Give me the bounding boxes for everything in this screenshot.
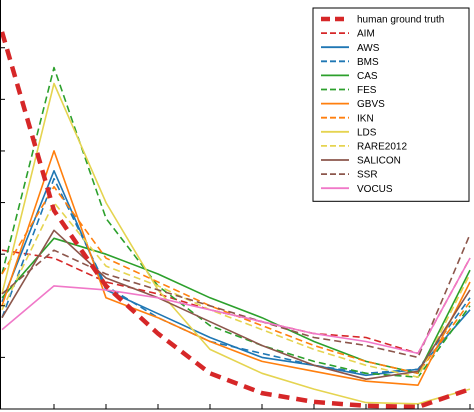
legend-label-salicon: SALICON [357, 156, 401, 167]
legend-label-aws: AWS [357, 43, 380, 54]
series-line-vocus [1, 257, 471, 355]
series-line-bms [1, 177, 471, 375]
legend-label-lds: LDS [357, 127, 377, 138]
series-layer [0, 31, 471, 410]
series-line-rare2012 [1, 201, 471, 379]
series-line-human-ground-truth [0, 31, 471, 410]
legend-label-fes: FES [357, 85, 377, 96]
series-line-ssr [1, 233, 471, 359]
series-line-salicon [1, 229, 471, 381]
legend-label-aim: AIM [357, 29, 375, 40]
legend-label-ssr: SSR [357, 170, 378, 181]
legend-label-ikn: IKN [357, 113, 374, 124]
legend-label-human-ground-truth: human ground truth [357, 15, 444, 26]
legend-label-rare2012: RARE2012 [357, 142, 407, 153]
legend-label-cas: CAS [357, 71, 378, 82]
legend-label-vocus: VOCUS [357, 184, 393, 195]
legend: human ground truth AIM AWS BMS CAS FES GBVS IKN… [312, 7, 470, 202]
legend-label-gbvs: GBVS [357, 99, 385, 110]
series-line-gbvs [1, 150, 471, 387]
legend-label-bms: BMS [357, 57, 379, 68]
series-line-lds [1, 82, 471, 405]
legend-box [312, 7, 470, 202]
